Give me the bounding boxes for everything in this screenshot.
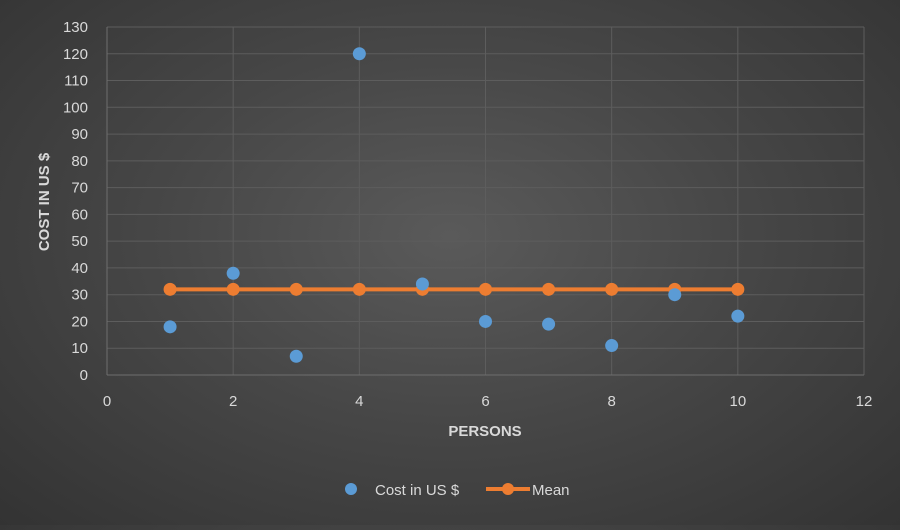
x-axis-title: PERSONS [448, 423, 521, 440]
y-tick-label: 50 [71, 233, 88, 250]
legend-mean-marker [502, 483, 514, 495]
cost-point [542, 317, 556, 331]
series-layer [163, 47, 745, 363]
y-tick-label: 30 [71, 287, 88, 304]
mean-marker [479, 282, 492, 296]
y-axis-title: COST IN US $ [36, 152, 53, 251]
legend: Cost in US $ Mean [345, 482, 570, 499]
x-tick-label: 8 [607, 393, 615, 410]
cost-point [731, 309, 745, 323]
y-tick-label: 120 [63, 46, 88, 63]
legend-cost-marker [345, 483, 357, 495]
cost-point [163, 320, 177, 334]
y-tick-label: 70 [71, 180, 88, 197]
cost-point [668, 288, 682, 302]
y-tick-label: 100 [63, 99, 88, 116]
mean-marker [163, 282, 177, 296]
y-tick-label: 10 [71, 340, 88, 357]
cost-point [226, 266, 240, 280]
x-tick-label: 0 [103, 393, 111, 410]
mean-marker [289, 282, 303, 296]
y-tick-label: 110 [64, 73, 88, 90]
x-tick-label: 2 [229, 393, 237, 410]
mean-marker [605, 282, 619, 296]
x-tick-label: 6 [481, 393, 489, 410]
cost-point [415, 277, 429, 291]
x-tick-label: 4 [355, 393, 363, 410]
y-tick-label: 40 [71, 260, 88, 277]
mean-marker [226, 282, 240, 296]
cost-point [289, 349, 303, 363]
y-tick-label: 60 [71, 206, 88, 223]
y-tick-label: 80 [71, 153, 88, 170]
x-tick-label: 12 [856, 393, 873, 410]
gridlines [106, 26, 865, 376]
x-tick-label: 10 [729, 393, 746, 410]
y-tick-label: 0 [80, 367, 88, 384]
legend-mean-label: Mean [532, 482, 570, 499]
cost-point [605, 339, 619, 353]
y-tick-label: 90 [71, 126, 88, 143]
axes [106, 27, 864, 376]
tick-labels: 0 10 20 30 40 50 60 70 80 90 100 110 120 130 0 2 4 6 8 10 12 [63, 19, 872, 410]
y-tick-label: 20 [71, 313, 88, 330]
mean-marker [352, 282, 366, 296]
cost-point [479, 314, 492, 328]
legend-cost-label: Cost in US $ [375, 482, 460, 499]
mean-marker [731, 282, 745, 296]
mean-marker [542, 282, 556, 296]
y-tick-label: 130 [63, 19, 88, 36]
cost-point [352, 47, 366, 61]
